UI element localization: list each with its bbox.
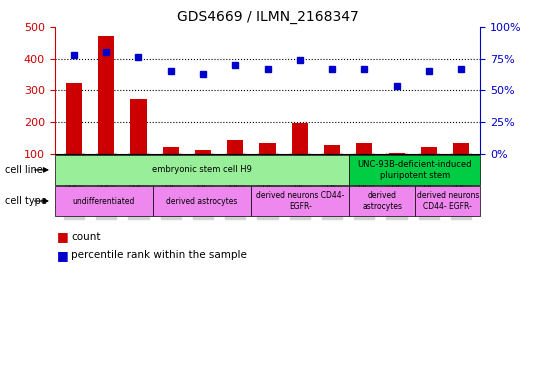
Bar — [292, 123, 308, 185]
Text: undifferentiated: undifferentiated — [73, 197, 135, 205]
Bar — [324, 145, 340, 185]
Title: GDS4669 / ILMN_2168347: GDS4669 / ILMN_2168347 — [177, 10, 358, 25]
Bar — [163, 147, 179, 185]
Text: derived neurons CD44-
EGFR-: derived neurons CD44- EGFR- — [256, 191, 345, 211]
Text: cell line: cell line — [5, 165, 43, 175]
Text: percentile rank within the sample: percentile rank within the sample — [71, 250, 247, 260]
Text: derived neurons
CD44- EGFR-: derived neurons CD44- EGFR- — [417, 191, 479, 211]
Bar — [453, 143, 469, 185]
Text: UNC-93B-deficient-induced
pluripotent stem: UNC-93B-deficient-induced pluripotent st… — [358, 160, 472, 180]
Text: derived astrocytes: derived astrocytes — [167, 197, 238, 205]
Bar — [130, 99, 146, 185]
Text: cell type: cell type — [5, 196, 48, 206]
Text: embryonic stem cell H9: embryonic stem cell H9 — [152, 166, 252, 174]
Bar — [195, 151, 211, 185]
Bar — [356, 144, 372, 185]
Bar — [98, 36, 114, 185]
Bar — [421, 147, 437, 185]
Text: derived
astrocytes: derived astrocytes — [362, 191, 402, 211]
Bar — [227, 140, 244, 185]
Bar — [66, 83, 82, 185]
Text: ■: ■ — [57, 230, 69, 243]
Bar — [389, 153, 405, 185]
Text: ■: ■ — [57, 249, 69, 262]
Text: count: count — [71, 232, 100, 242]
Bar — [259, 143, 276, 185]
